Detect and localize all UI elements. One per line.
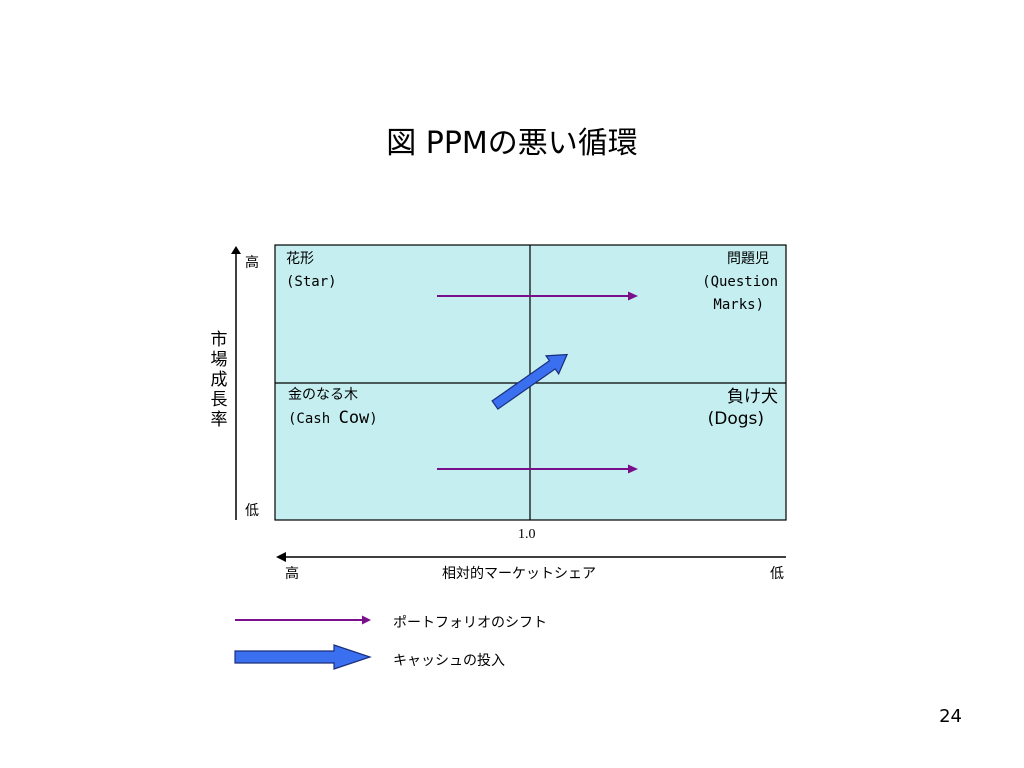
y-axis-title-char: 率 <box>210 410 228 430</box>
quadrant-question-en-line2: Marks) <box>713 297 764 313</box>
y-axis-title-char: 市 <box>210 330 228 350</box>
cash-cow-en-suffix: ) <box>369 411 378 427</box>
legend-cash-arrow <box>234 644 372 670</box>
cash-cow-en-prefix: (Cash <box>288 411 339 427</box>
legend-shift-label: ポートフォリオのシフト <box>393 615 547 631</box>
quadrant-question-name: 問題児 <box>727 251 769 267</box>
y-axis-title-char: 成 <box>210 370 228 390</box>
x-axis-low-label: 低 <box>770 566 784 582</box>
page-number: 24 <box>939 706 962 727</box>
quadrant-dogs-en: (Dogs) <box>707 409 764 429</box>
x-axis-arrowhead <box>276 552 286 562</box>
quadrant-cash-cow-name: 金のなる木 <box>288 387 358 403</box>
quadrant-cash-cow-en: (Cash Cow) <box>288 407 378 431</box>
y-axis-title-char: 長 <box>210 390 228 410</box>
quadrant-star-en: (Star) <box>286 274 337 290</box>
y-axis-low-label: 低 <box>245 503 259 519</box>
y-axis-arrowhead <box>231 246 241 254</box>
x-axis-high-label: 高 <box>285 566 299 582</box>
quadrant-dogs: 負け犬 (Dogs) <box>700 386 778 430</box>
y-axis-title-char: 場 <box>210 350 228 370</box>
quadrant-star-name: 花形 <box>286 251 314 267</box>
cash-arrow-diagonal <box>491 353 569 410</box>
legend-cash-label: キャッシュの投入 <box>393 653 505 669</box>
y-axis-title: 市 場 成 長 率 <box>209 330 229 430</box>
y-axis-high-label: 高 <box>245 255 259 271</box>
slide-title: 図 PPMの悪い循環 <box>386 126 638 161</box>
cash-cow-en-cow: Cow <box>338 408 370 428</box>
quadrant-cash-cow: 金のなる木 (Cash Cow) <box>288 384 378 431</box>
quadrant-question-marks: 問題児 (Question Marks) <box>692 248 778 317</box>
quadrant-star: 花形 (Star) <box>286 248 337 294</box>
x-divider-value: 1.0 <box>518 527 536 542</box>
quadrant-question-en-line1: (Question <box>702 274 778 290</box>
x-axis-title: 相対的マーケットシェア <box>442 566 596 582</box>
quadrant-dogs-name: 負け犬 <box>727 387 778 407</box>
